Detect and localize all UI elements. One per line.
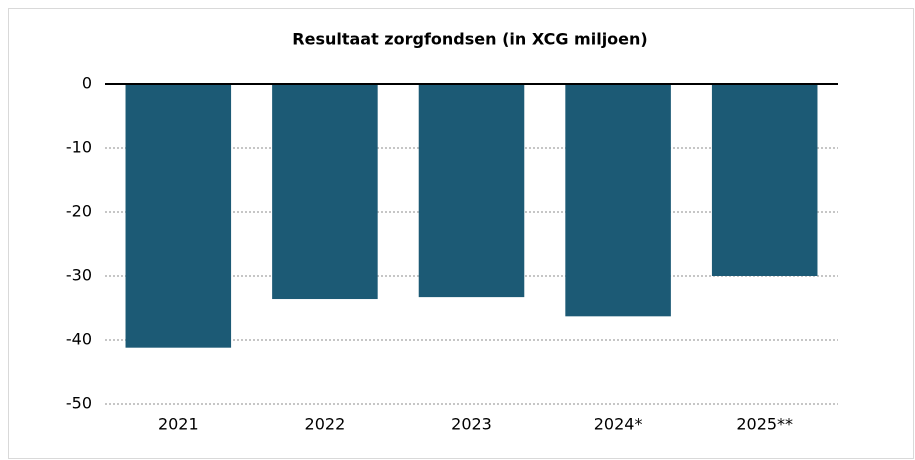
chart-frame [8, 8, 914, 459]
y-tick-label: -50 [66, 394, 92, 413]
x-tick-label: 2021 [158, 415, 199, 434]
x-tick-label: 2024* [594, 415, 643, 434]
bar [272, 84, 378, 300]
y-tick-label: 0 [82, 74, 92, 93]
x-tick-label: 2022 [305, 415, 346, 434]
y-tick-label: -10 [66, 138, 92, 157]
x-tick-label: 2023 [451, 415, 492, 434]
x-tick-label: 2025** [736, 415, 793, 434]
chart-title: Resultaat zorgfondsen (in XCG miljoen) [292, 30, 647, 49]
y-tick-label: -20 [66, 202, 92, 221]
y-tick-label: -30 [66, 266, 92, 285]
bar [711, 84, 818, 276]
bar [125, 84, 232, 348]
bar [418, 84, 525, 298]
y-tick-label: -40 [66, 330, 92, 349]
bar [565, 84, 671, 317]
